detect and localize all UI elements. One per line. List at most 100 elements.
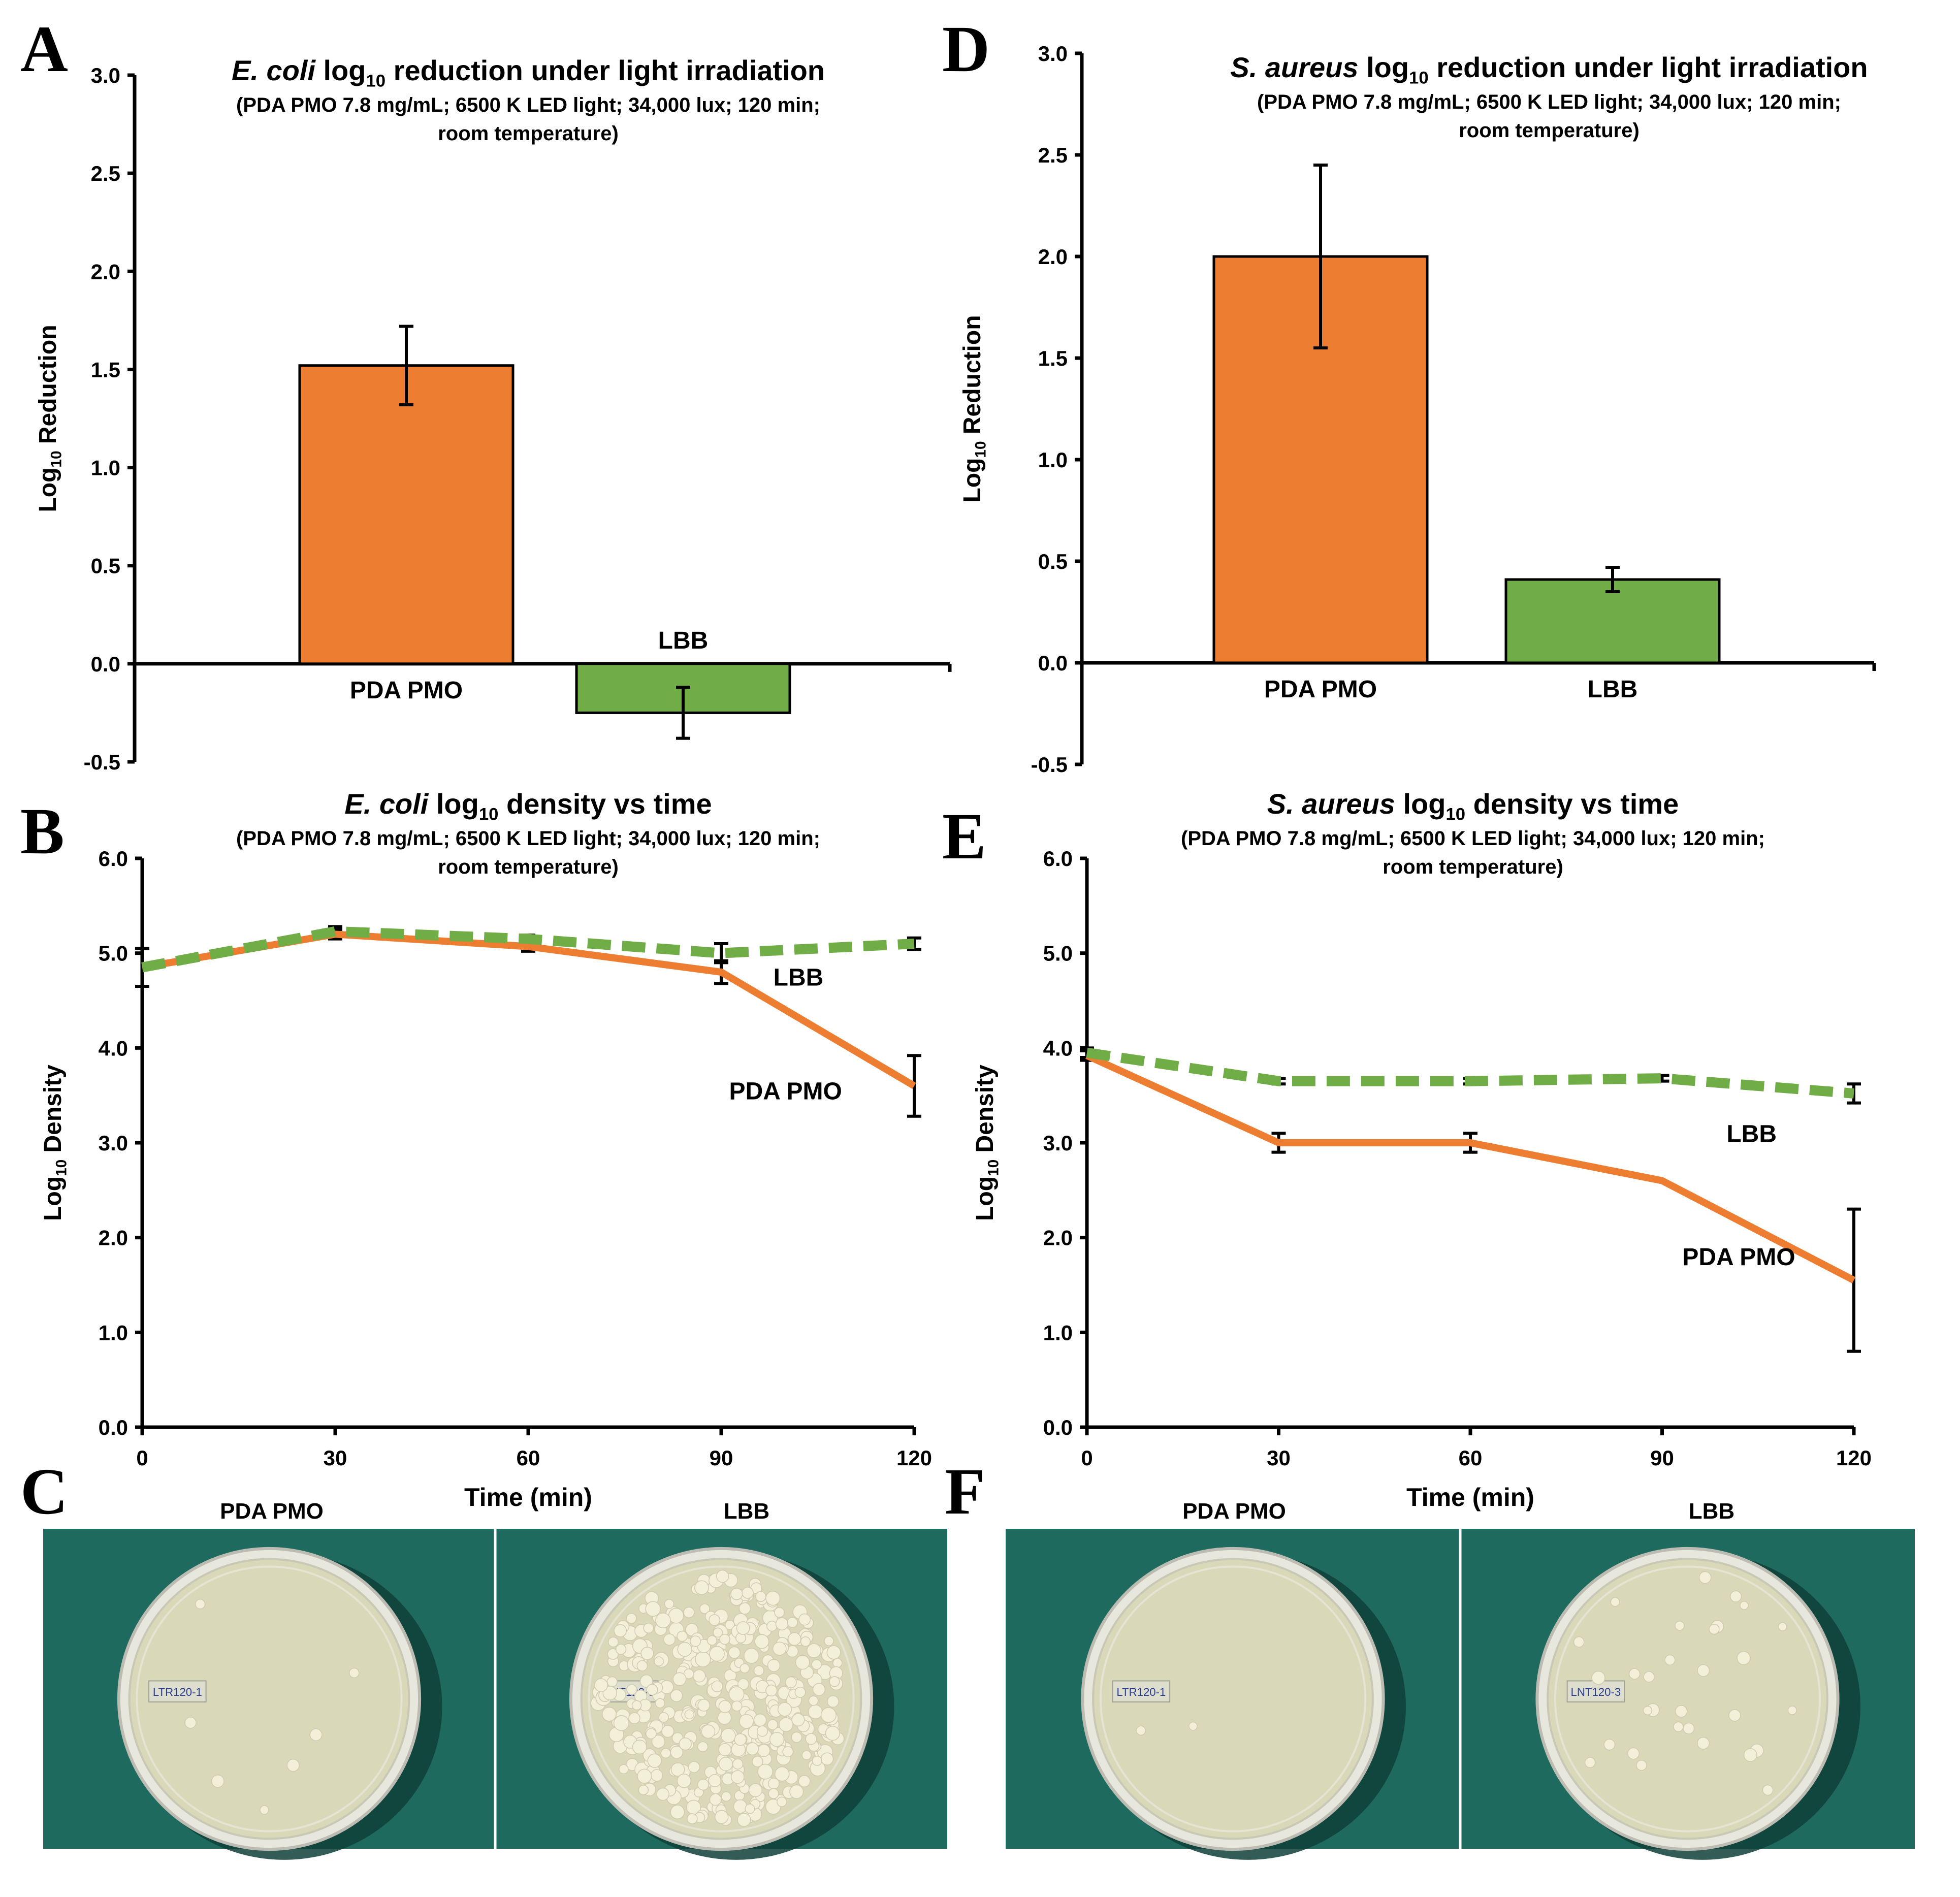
- colony: [713, 1627, 723, 1638]
- series-annotation: PDA PMO: [1682, 1244, 1795, 1271]
- colony: [1628, 1668, 1641, 1680]
- colony: [602, 1686, 618, 1700]
- colony: [606, 1676, 618, 1687]
- colony: [812, 1683, 826, 1696]
- colony: [636, 1660, 648, 1671]
- chart-title-sub: 10: [366, 71, 385, 90]
- chart-subtitle-line2: room temperature): [1459, 119, 1640, 142]
- y-tick-label: 3.0: [1043, 1131, 1073, 1155]
- chart-subtitle-line2: room temperature): [438, 856, 619, 878]
- petri-photos-f: LTR120-1 LNT120-3: [1006, 1529, 1915, 1860]
- x-tick-label: 0: [1081, 1446, 1093, 1470]
- series-line-pda-pmo: [141, 930, 916, 1089]
- series-line-lbb: [141, 926, 915, 973]
- colony: [632, 1740, 647, 1755]
- colony: [777, 1796, 787, 1807]
- colony: [1740, 1601, 1749, 1610]
- colony: [737, 1678, 749, 1690]
- colony: [645, 1728, 657, 1740]
- colony: [798, 1613, 811, 1626]
- y-label-sub: 10: [973, 441, 989, 458]
- y-tick-label: 6.0: [1043, 847, 1073, 871]
- y-tick-label: 3.0: [91, 63, 120, 87]
- colony: [789, 1784, 804, 1799]
- plate-handwritten-label: LTR120-1: [153, 1686, 202, 1698]
- y-tick-label: 0.0: [1038, 651, 1068, 675]
- plate-label-sticker: [1566, 1680, 1625, 1702]
- photo-panel-f: PDA PMO LBB LTR120-1 LNT120-3: [1006, 1499, 1915, 1860]
- colony: [1584, 1757, 1596, 1768]
- colony: [706, 1635, 717, 1646]
- colony: [688, 1761, 700, 1773]
- chart-subtitle-line2: room temperature): [438, 122, 619, 145]
- colony: [672, 1672, 687, 1686]
- y-tick-label: 1.0: [91, 456, 120, 480]
- y-axis-label: Log10 Reduction: [959, 315, 989, 502]
- colony: [1729, 1590, 1742, 1602]
- colony: [754, 1634, 769, 1649]
- colony: [755, 1591, 766, 1602]
- colony: [211, 1775, 224, 1788]
- chart-title-organism: S. aureus: [1230, 51, 1366, 83]
- x-tick-label: 60: [1459, 1446, 1483, 1470]
- chart-subtitle-line2: room temperature): [1383, 856, 1563, 878]
- colony: [1643, 1671, 1655, 1683]
- colony: [732, 1758, 744, 1770]
- panel-label-f: F: [945, 1455, 985, 1528]
- colony: [714, 1810, 729, 1824]
- colony: [767, 1719, 778, 1730]
- plate-handwritten-label: LTR120-1: [1116, 1686, 1166, 1698]
- colony: [184, 1717, 197, 1729]
- agar-surface: [1092, 1558, 1374, 1840]
- y-label-rest: Reduction: [959, 315, 986, 441]
- series-line-pda-pmo: [1085, 1052, 1856, 1283]
- colony: [697, 1741, 709, 1752]
- y-tick-label: 6.0: [99, 847, 128, 871]
- colony: [663, 1633, 676, 1646]
- colony: [791, 1713, 805, 1727]
- chart-title: E. coli log10 reduction under light irra…: [232, 54, 825, 90]
- series-line-lbb: [1086, 1047, 1854, 1099]
- colony: [724, 1620, 735, 1630]
- y-tick-label: 1.0: [1043, 1321, 1073, 1344]
- bar-pda-pmo: [298, 364, 515, 665]
- y-tick-label: 1.0: [1038, 448, 1068, 472]
- colony: [798, 1775, 811, 1788]
- chart-e: S. aureus log10 density vs time(PDA PMO …: [972, 788, 1872, 1512]
- x-tick-label: 120: [896, 1446, 932, 1470]
- colony: [753, 1713, 767, 1727]
- y-label-sub: 10: [985, 1160, 1002, 1176]
- colony: [767, 1659, 781, 1672]
- petri-dish-inner-ring: [1099, 1565, 1367, 1832]
- colony: [1136, 1725, 1146, 1736]
- colony: [614, 1624, 627, 1637]
- colony: [791, 1731, 802, 1743]
- agar-surface: [128, 1558, 410, 1840]
- series-annotation: LBB: [1726, 1120, 1777, 1147]
- colony: [744, 1648, 759, 1664]
- colony: [638, 1785, 649, 1795]
- colony: [643, 1623, 654, 1634]
- colony: [721, 1791, 731, 1802]
- chart-d: S. aureus log10 reduction under light ir…: [959, 42, 1876, 777]
- colony: [607, 1648, 619, 1660]
- x-axis-label: Time (min): [464, 1483, 592, 1512]
- colony: [728, 1646, 741, 1659]
- colony: [260, 1805, 269, 1815]
- colony: [1728, 1709, 1741, 1722]
- y-label-log: Log: [40, 1176, 67, 1221]
- colony: [718, 1700, 732, 1713]
- colony: [800, 1636, 811, 1647]
- colony: [739, 1714, 754, 1729]
- y-axis-label: Log10 Density: [40, 1065, 70, 1221]
- colony: [765, 1591, 781, 1606]
- colony: [808, 1705, 823, 1719]
- colony: [773, 1642, 787, 1656]
- colony: [684, 1709, 695, 1720]
- colony: [640, 1647, 654, 1660]
- x-tick-label: 30: [324, 1446, 347, 1470]
- panel-label-c: C: [20, 1455, 68, 1528]
- x-tick-label: 120: [1836, 1446, 1872, 1470]
- colony: [651, 1734, 665, 1749]
- x-axis-label: Time (min): [1406, 1483, 1534, 1512]
